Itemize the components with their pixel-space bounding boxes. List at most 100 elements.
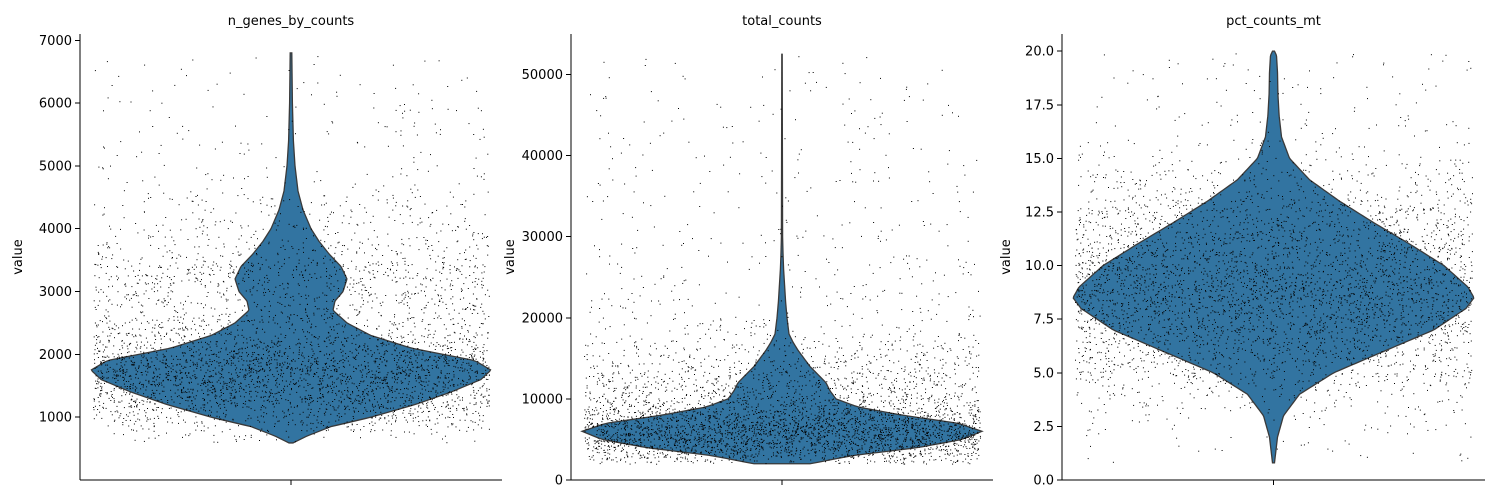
data-point [313,64,315,65]
data-point [123,418,125,419]
data-point [451,423,453,425]
data-point [442,345,444,347]
data-point [483,396,485,398]
data-point [345,380,346,382]
data-point [427,360,429,362]
data-point [404,431,405,433]
data-point [132,356,134,358]
data-point [396,366,398,368]
data-point [471,384,473,386]
data-point [326,131,328,133]
data-point [456,409,458,411]
data-point [323,340,325,342]
data-point [116,357,118,359]
data-point [178,328,180,330]
data-point [149,367,151,368]
data-point [360,403,362,405]
data-point [443,357,445,359]
data-point [351,342,353,344]
data-point [98,350,99,352]
data-point [353,366,355,368]
data-point [906,86,908,88]
data-point [415,377,417,379]
data-point [214,391,216,393]
data-point [268,355,270,357]
data-point [648,353,650,355]
data-point [206,363,208,365]
data-point [139,279,141,281]
data-point [223,359,225,361]
data-point [113,389,115,391]
data-point [319,384,321,386]
data-point [353,371,355,372]
data-point [139,381,141,383]
data-point [404,257,406,259]
data-point [400,302,402,303]
data-point [322,395,324,397]
data-point [135,377,137,379]
data-point [475,332,477,334]
data-point [912,148,914,149]
data-point [227,354,229,355]
data-point [253,301,255,303]
data-point [414,196,416,198]
data-point [449,342,451,344]
data-point [417,398,419,399]
data-point [243,280,245,282]
data-point [919,429,921,431]
data-point [259,279,261,281]
data-point [210,375,212,377]
data-point [465,277,467,279]
data-point [358,293,360,295]
data-point [754,365,756,367]
data-point [102,377,103,379]
data-point [346,340,347,342]
data-point [968,412,970,414]
data-point [177,319,179,321]
data-point [677,420,679,422]
data-point [94,306,96,308]
data-point [112,377,114,379]
data-point [396,269,398,271]
data-point [285,335,287,336]
data-point [419,376,421,378]
data-point [93,353,95,355]
data-point [224,406,226,408]
data-point [927,373,929,375]
data-point [95,289,97,291]
data-point [159,360,161,362]
data-point [319,380,321,382]
data-point [817,386,819,388]
data-point [393,324,395,326]
data-point [106,346,108,348]
data-point [223,243,225,245]
data-point [970,353,972,355]
data-point [399,372,401,373]
data-point [398,359,400,361]
data-point [94,322,96,324]
data-point [136,348,138,350]
data-point [946,441,948,443]
data-point [817,432,819,434]
data-point [658,430,660,432]
data-point [376,401,378,403]
data-point [339,205,341,207]
data-point [438,241,440,243]
data-point [237,334,239,336]
data-point [302,422,304,424]
data-point [488,366,490,368]
data-point [280,311,282,313]
data-point [419,196,421,197]
data-point [219,407,221,409]
data-point [834,384,836,386]
data-point [210,307,212,309]
data-point [138,365,140,367]
data-point [888,370,889,372]
data-point [126,355,128,357]
data-point [106,355,108,357]
data-point [264,277,266,279]
data-point [99,411,101,413]
data-point [123,190,125,192]
data-point [482,233,483,235]
data-point [387,275,389,277]
